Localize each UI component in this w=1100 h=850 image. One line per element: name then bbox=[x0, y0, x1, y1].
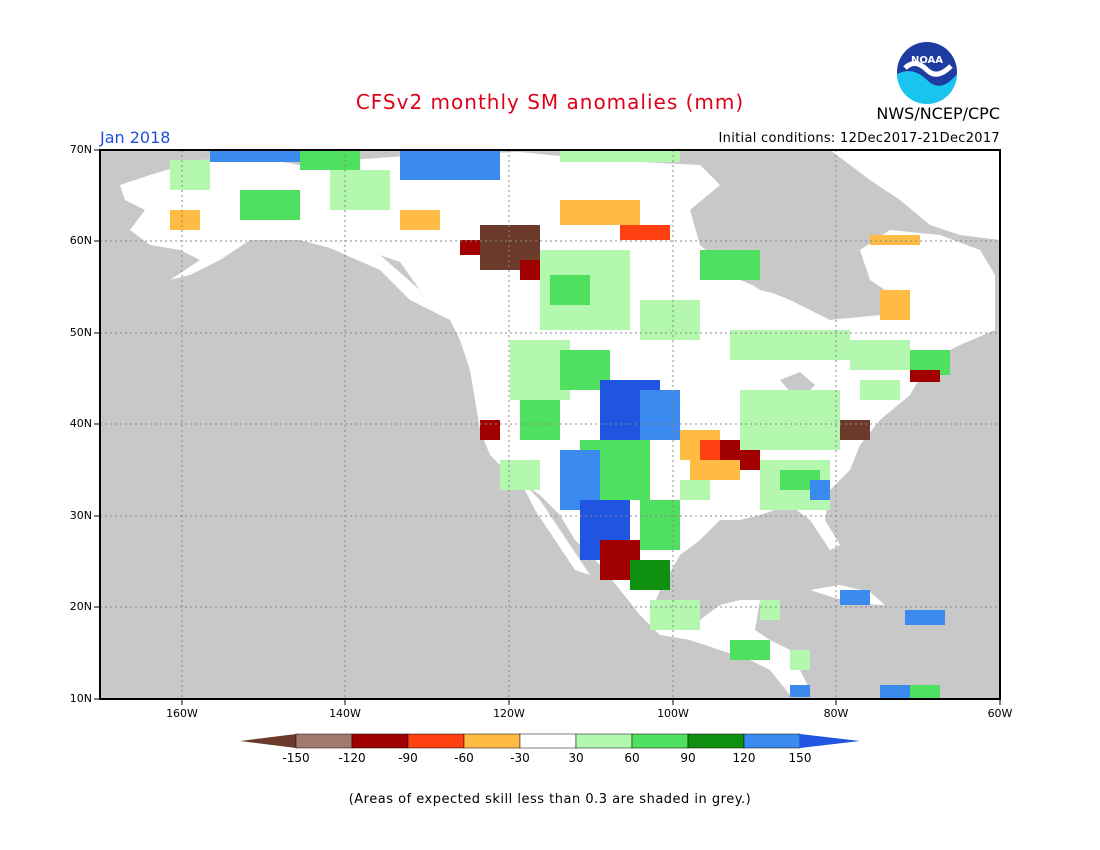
colorbar-label: -150 bbox=[282, 751, 310, 765]
colorbar-swatch bbox=[519, 733, 577, 749]
lat-label: 70N bbox=[69, 143, 92, 156]
lon-label: 60W bbox=[987, 707, 1013, 720]
grid-lines bbox=[100, 150, 1000, 699]
colorbar-label: -30 bbox=[510, 751, 530, 765]
colorbar-low-arrow bbox=[240, 734, 296, 748]
lon-label: 120W bbox=[493, 707, 525, 720]
lon-label: 160W bbox=[166, 707, 198, 720]
valid-month: Jan 2018 bbox=[100, 128, 171, 147]
colorbar-label: 150 bbox=[788, 751, 812, 765]
lon-label: 80W bbox=[823, 707, 849, 720]
skill-note: (Areas of expected skill less than 0.3 a… bbox=[348, 792, 752, 807]
colorbar-high-arrow bbox=[800, 734, 860, 748]
colorbar-swatch bbox=[743, 733, 801, 749]
colorbar-swatch bbox=[295, 733, 353, 749]
anomaly-patches bbox=[170, 150, 950, 699]
noaa-logo: NOAA bbox=[897, 42, 957, 104]
colorbar-label: -60 bbox=[454, 751, 474, 765]
lat-label: 30N bbox=[69, 509, 92, 522]
colorbar-label: 90 bbox=[680, 751, 696, 765]
org-label: NWS/NCEP/CPC bbox=[876, 104, 1000, 123]
colorbar-swatch bbox=[631, 733, 689, 749]
logo-text: NOAA bbox=[911, 55, 943, 66]
chart-title: CFSv2 monthly SM anomalies (mm) bbox=[355, 90, 745, 114]
colorbar-label: -90 bbox=[398, 751, 418, 765]
lat-label: 10N bbox=[69, 692, 92, 705]
colorbar-swatch bbox=[687, 733, 745, 749]
lon-label: 100W bbox=[657, 707, 689, 720]
axis-ticks bbox=[94, 149, 1001, 705]
colorbar-label: 60 bbox=[624, 751, 640, 765]
lat-label: 20N bbox=[69, 600, 92, 613]
lat-label: 50N bbox=[69, 326, 92, 339]
colorbar-label: 30 bbox=[568, 751, 584, 765]
colorbar-label: 120 bbox=[732, 751, 756, 765]
colorbar-swatch bbox=[463, 733, 521, 749]
colorbar-swatch bbox=[575, 733, 633, 749]
colorbar-swatch bbox=[407, 733, 465, 749]
lat-label: 40N bbox=[69, 417, 92, 430]
initial-conditions: Initial conditions: 12Dec2017-21Dec2017 bbox=[718, 131, 1000, 146]
lon-label: 140W bbox=[329, 707, 361, 720]
colorbar-label: -120 bbox=[338, 751, 366, 765]
colorbar-swatch bbox=[351, 733, 409, 749]
lat-label: 60N bbox=[69, 234, 92, 247]
colorbar bbox=[240, 733, 860, 749]
